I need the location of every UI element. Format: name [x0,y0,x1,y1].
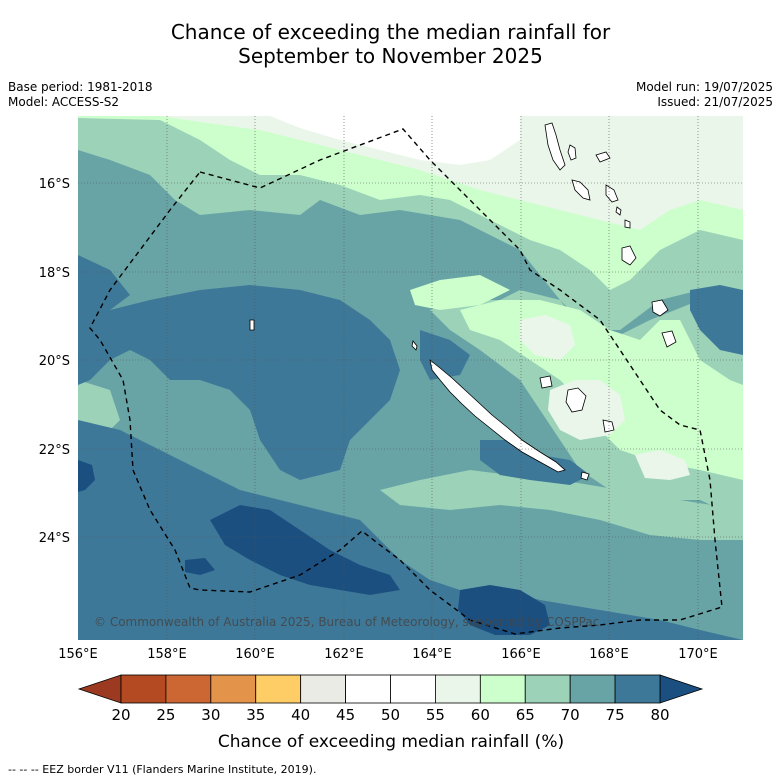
lon-label: 168°E [589,647,629,662]
lat-label: 24°S [39,531,70,546]
colorbar-tick-label: 50 [381,706,400,724]
issued-date: Issued: 21/07/2025 [657,95,773,109]
colorbar-cell [435,674,481,704]
lon-label: 162°E [324,647,364,662]
colorbar-tick-label: 60 [471,706,490,724]
colorbar-high-extend [659,674,704,704]
colorbar-tick-label: 80 [650,706,669,724]
colorbar-cell [614,674,661,704]
copyright-notice: © Commonwealth of Australia 2025, Bureau… [94,615,599,629]
lon-label: 160°E [235,647,275,662]
colorbar-cell [300,674,346,704]
graticule [78,116,743,640]
lat-label: 20°S [39,354,70,369]
lon-label: 158°E [147,647,187,662]
colorbar: 20 25 30 35 40 45 50 55 60 65 70 75 80 [77,674,704,724]
colorbar-title: Chance of exceeding median rainfall (%) [218,732,564,752]
longitude-labels: 156°E 158°E 160°E 162°E 164°E 166°E 168°… [58,647,718,662]
lon-label: 164°E [412,647,452,662]
meta-left: Base period: 1981-2018 Model: ACCESS-S2 [8,80,153,110]
colorbar-tick-label: 20 [111,706,130,724]
colorbar-tick-label: 25 [156,706,175,724]
latitude-labels: 16°S 18°S 20°S 22°S 24°S [39,177,70,546]
colorbar-tick-label: 70 [561,706,580,724]
colorbar-cell [120,674,167,704]
lat-label: 18°S [39,266,70,281]
colorbar-cell [479,674,526,704]
lon-label: 170°E [678,647,718,662]
colorbar-low-extend [77,674,122,704]
lon-label: 156°E [58,647,98,662]
eez-border [89,128,723,635]
lat-label: 22°S [39,443,70,458]
model-name: Model: ACCESS-S2 [8,95,120,109]
colorbar-cell [255,674,302,704]
colorbar-cell [345,674,391,704]
colorbar-cell [569,674,616,704]
colorbar-cell [524,674,571,704]
base-period: Base period: 1981-2018 [8,80,153,94]
colorbar-cell [165,674,212,704]
lat-label: 16°S [39,177,70,192]
colorbar-tick-label: 35 [246,706,265,724]
map-title-line1: Chance of exceeding the median rainfall … [170,20,611,44]
probability-field: © Commonwealth of Australia 2025, Bureau… [78,116,743,640]
colorbar-tick-label: 40 [291,706,310,724]
map-title-line2: September to November 2025 [238,44,543,68]
colorbar-tick-label: 55 [426,706,445,724]
colorbar-tick-label: 30 [201,706,220,724]
model-run: Model run: 19/07/2025 [635,80,773,94]
colorbar-tick-label: 65 [516,706,535,724]
colorbar-tick-label: 45 [336,706,355,724]
colorbar-tick-label: 75 [606,706,625,724]
colorbar-cell [390,674,436,704]
lon-label: 166°E [501,647,541,662]
meta-right: Model run: 19/07/2025 Issued: 21/07/2025 [636,80,773,110]
eez-legend-note: -- -- -- EEZ border V11 (Flanders Marine… [8,763,317,776]
colorbar-cell [210,674,257,704]
